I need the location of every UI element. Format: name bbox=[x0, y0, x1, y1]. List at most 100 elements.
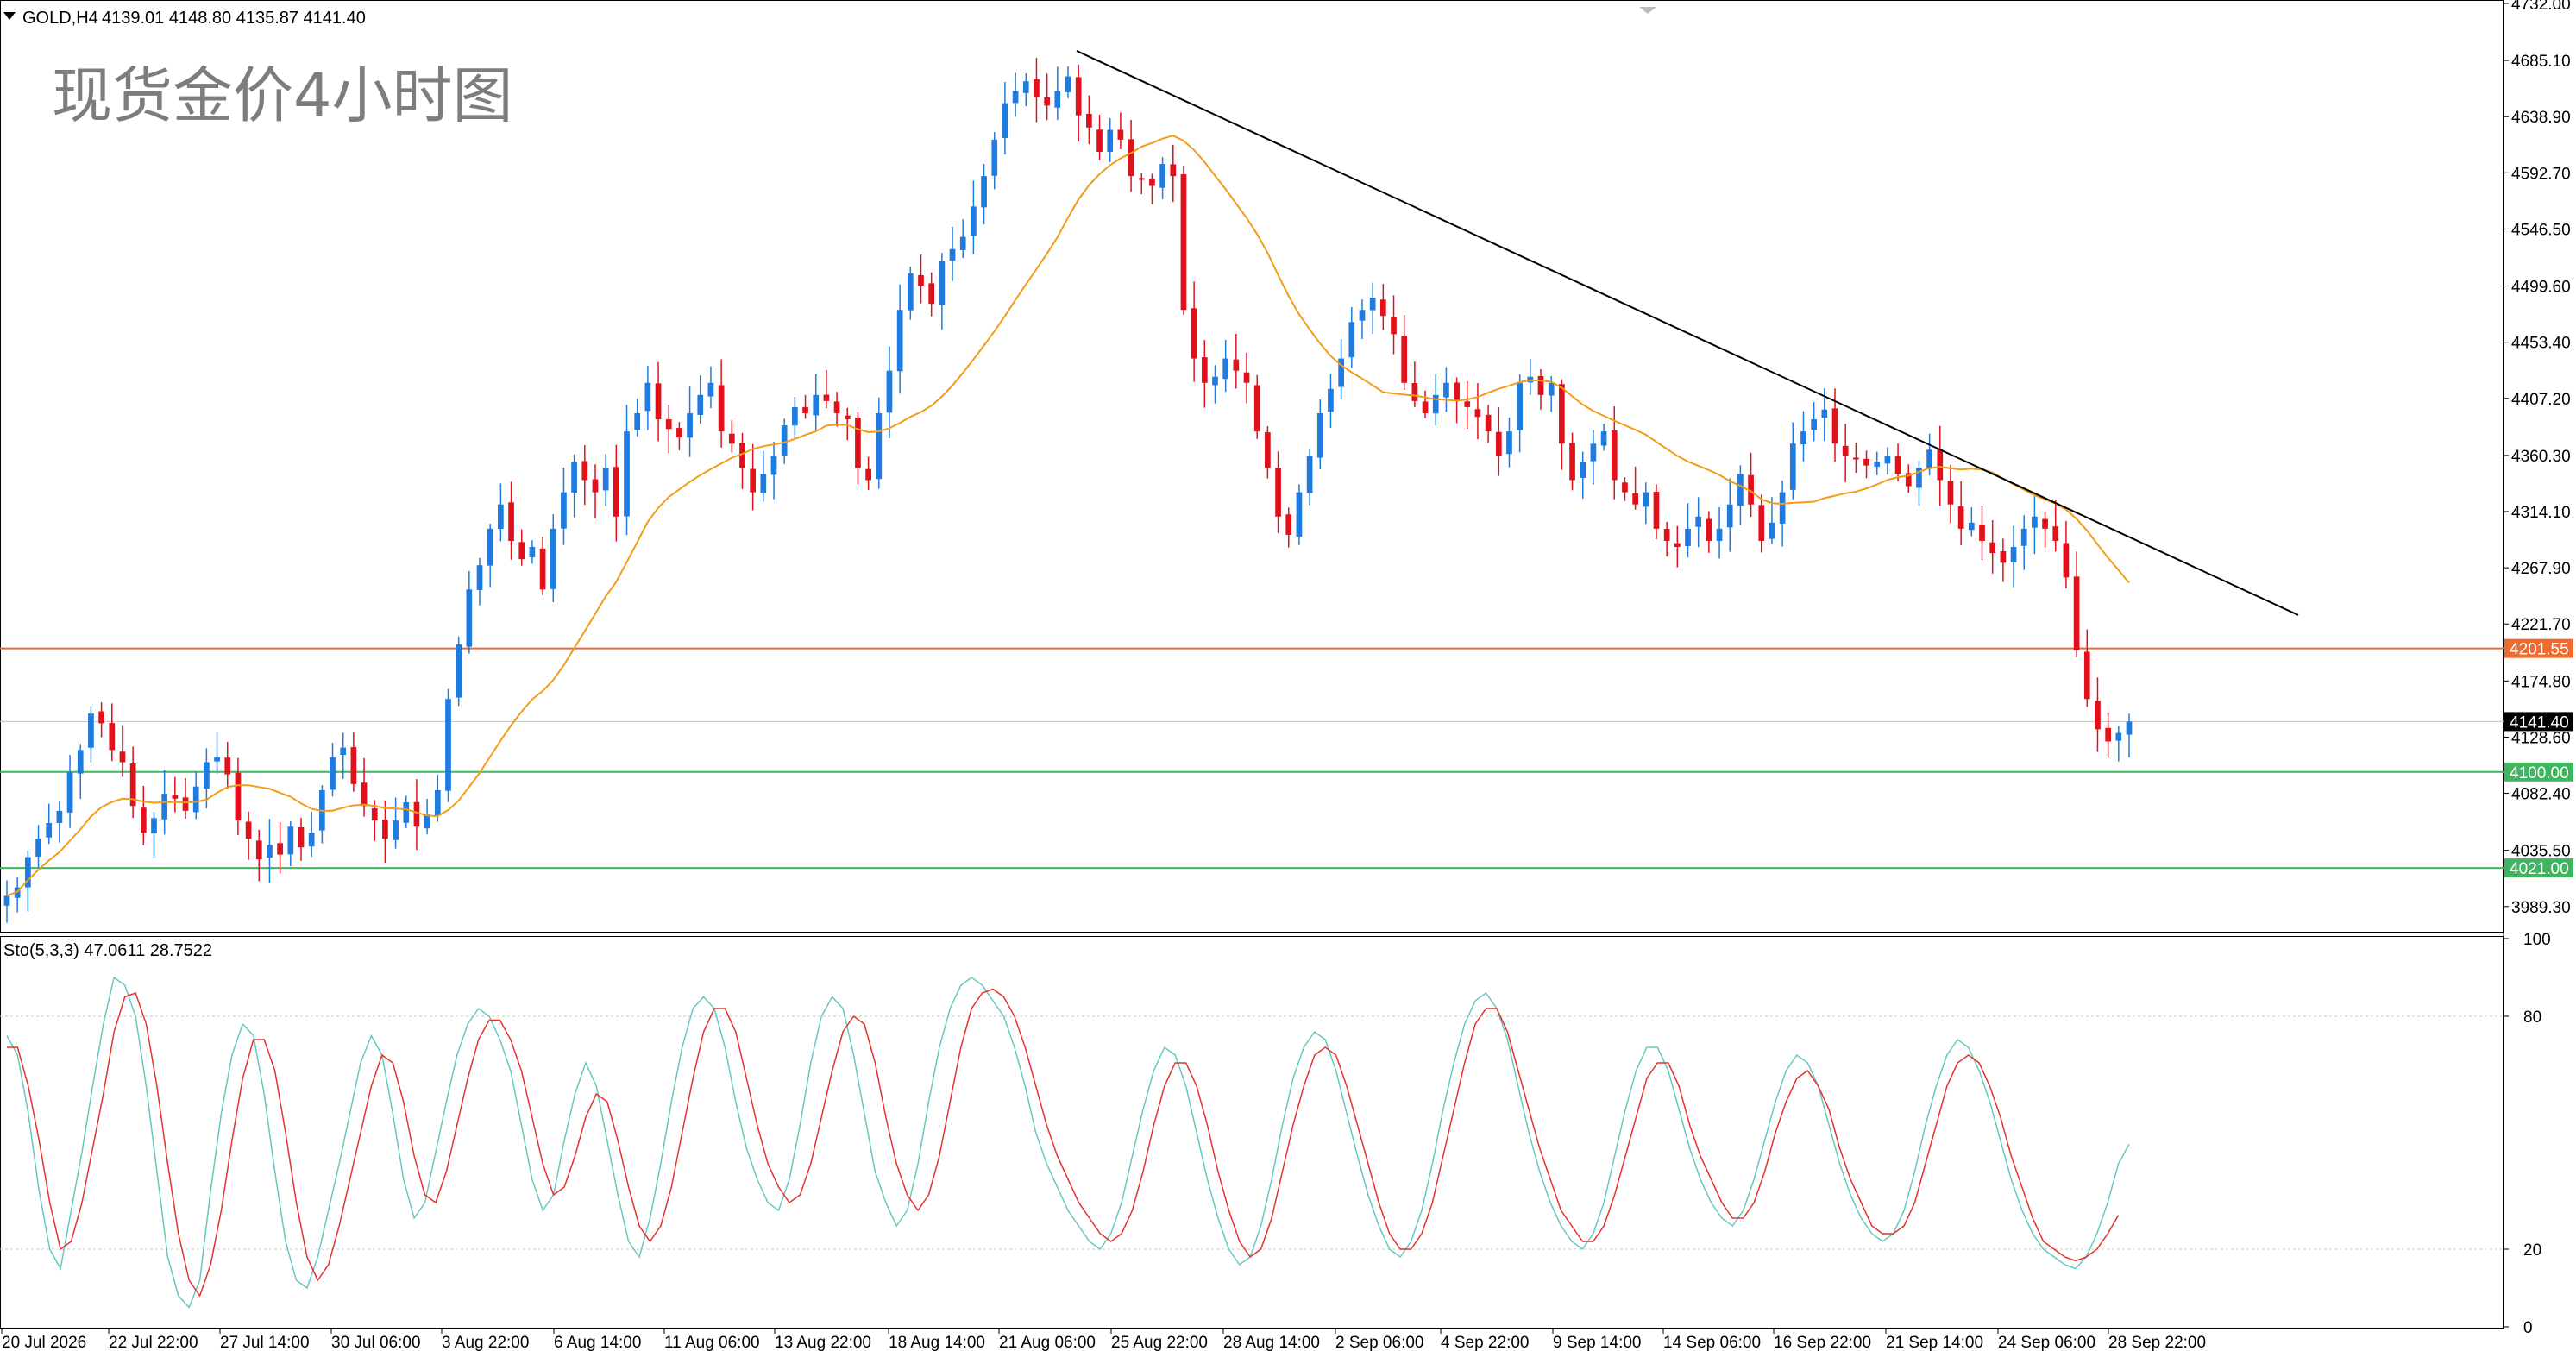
candle bbox=[1653, 484, 1660, 539]
x-tick-label: 27 Jul 14:00 bbox=[220, 1334, 310, 1351]
candle bbox=[298, 817, 305, 861]
candle-body bbox=[1422, 401, 1429, 413]
y-tick-label: 4638.90 bbox=[2511, 109, 2571, 127]
candle-body bbox=[224, 757, 231, 775]
candle-body bbox=[644, 382, 651, 412]
candle bbox=[1716, 506, 1723, 559]
candle-body bbox=[1296, 492, 1303, 537]
candle bbox=[760, 450, 767, 502]
x-tick-label: 9 Sep 14:00 bbox=[1553, 1334, 1641, 1351]
candle bbox=[109, 703, 116, 762]
candle-body bbox=[1957, 506, 1964, 529]
candle-body bbox=[1443, 382, 1449, 398]
candle bbox=[255, 829, 262, 882]
candle-body bbox=[46, 822, 53, 838]
candle-body bbox=[1863, 458, 1869, 466]
candle-body bbox=[1034, 79, 1040, 97]
candle-body bbox=[1285, 514, 1292, 535]
candle-body bbox=[1517, 382, 1524, 430]
candle-body bbox=[886, 370, 893, 413]
candle bbox=[2010, 525, 2017, 588]
candle bbox=[413, 779, 420, 851]
candle bbox=[1916, 461, 1922, 506]
x-tick-label: 14 Sep 06:00 bbox=[1663, 1334, 1761, 1351]
x-tick-label: 16 Sep 22:00 bbox=[1774, 1334, 1871, 1351]
candle-body bbox=[508, 502, 514, 541]
candle bbox=[1485, 405, 1492, 443]
candle bbox=[14, 877, 21, 913]
candle-body bbox=[760, 474, 767, 493]
candle bbox=[1265, 426, 1271, 479]
candle bbox=[192, 771, 199, 820]
candle-body bbox=[1968, 522, 1975, 531]
candle-body bbox=[1653, 491, 1660, 529]
candle bbox=[876, 397, 883, 489]
level-tag-0: 4201.55 bbox=[2504, 638, 2573, 659]
y-tick-label: 4685.10 bbox=[2511, 53, 2571, 71]
candle-body bbox=[1359, 310, 1366, 321]
candle bbox=[1096, 114, 1103, 160]
downtrend-line[interactable] bbox=[1076, 50, 2299, 616]
candle-body bbox=[1411, 383, 1418, 401]
candle-body bbox=[1569, 443, 1575, 481]
candle bbox=[46, 803, 53, 845]
candle-body bbox=[571, 462, 577, 493]
candle-body bbox=[1096, 129, 1103, 152]
scroll-marker-icon[interactable] bbox=[1639, 7, 1656, 14]
candle-body bbox=[1811, 419, 1818, 430]
symbol-label: GOLD,H4 bbox=[22, 9, 98, 28]
candle bbox=[865, 456, 871, 491]
candle-body bbox=[1916, 468, 1922, 488]
x-tick-label: 2 Sep 06:00 bbox=[1335, 1334, 1423, 1351]
candle-body bbox=[602, 468, 609, 491]
symbol-dropdown-icon[interactable] bbox=[3, 12, 16, 20]
candle bbox=[1979, 506, 1985, 561]
candle bbox=[991, 132, 998, 190]
candle-body bbox=[308, 833, 315, 847]
candle bbox=[2073, 551, 2080, 657]
candle bbox=[665, 405, 672, 454]
candle-body bbox=[1706, 518, 1712, 541]
x-tick-label: 18 Aug 14:00 bbox=[889, 1334, 985, 1351]
candle-body bbox=[403, 802, 410, 823]
trendline-group[interactable] bbox=[1076, 50, 2299, 616]
candle-body bbox=[592, 479, 599, 493]
candle bbox=[267, 819, 273, 883]
candle-body bbox=[2095, 701, 2101, 730]
candle-body bbox=[1275, 468, 1281, 517]
level-tag-2: 4021.00 bbox=[2504, 858, 2573, 878]
candle-body bbox=[687, 412, 693, 438]
candle-body bbox=[781, 425, 788, 456]
candle-body bbox=[1180, 174, 1187, 311]
y-tick-label: 4499.60 bbox=[2511, 279, 2571, 297]
candle bbox=[655, 361, 662, 442]
candle bbox=[592, 464, 599, 518]
candle-body bbox=[2000, 550, 2007, 563]
candle bbox=[1947, 464, 1954, 524]
candle-body bbox=[1233, 359, 1240, 371]
x-tick-label: 6 Aug 14:00 bbox=[554, 1334, 641, 1351]
candle-body bbox=[25, 857, 31, 888]
candle-body bbox=[66, 771, 73, 813]
candle bbox=[907, 267, 914, 320]
candle-body bbox=[1086, 113, 1092, 128]
candle bbox=[308, 811, 315, 858]
candle-body bbox=[1022, 81, 1029, 93]
candle-body bbox=[707, 382, 714, 397]
price-axis-ticks: 4732.00 4685.10 4638.90 4592.70 4546.50 4499.… bbox=[2504, 0, 2571, 917]
candle bbox=[1789, 422, 1796, 500]
candle-body bbox=[844, 415, 851, 420]
stoch-signal-line bbox=[7, 988, 2120, 1298]
candle-body bbox=[2126, 721, 2133, 735]
candle-body bbox=[1201, 357, 1208, 383]
candle-body bbox=[35, 839, 41, 857]
candle-body bbox=[498, 504, 504, 530]
candle-body bbox=[1748, 474, 1754, 505]
time-axis-ticks: 20 Jul 2026 22 Jul 22:00 27 Jul 14:00 30 Ju… bbox=[1, 1329, 2206, 1351]
candle bbox=[66, 754, 73, 828]
candle-body bbox=[1328, 388, 1334, 412]
candle bbox=[361, 757, 368, 817]
candle-body bbox=[1853, 457, 1859, 460]
candle-body bbox=[466, 589, 473, 647]
